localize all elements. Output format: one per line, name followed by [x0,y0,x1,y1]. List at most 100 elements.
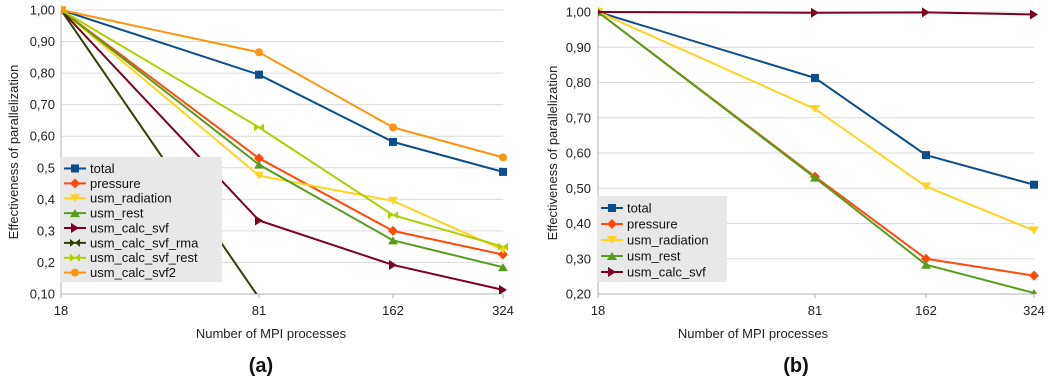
legend-marker-total [608,204,616,212]
series-line-usm_radiation [61,9,504,251]
series-line-total [61,9,504,173]
panel-label: (a) [249,355,273,377]
legend-marker-pressure [607,219,617,229]
legend-label-usm_rest: usm_rest [90,206,144,221]
data-point-usm_calc_svf_rest [388,211,398,220]
data-point-usm_calc_svf [598,9,602,15]
series-line-usm_calc_svf_rma [61,9,258,294]
chart-a: 0,10 0,2 0,3 0,4 0,5 0,60 0,70 0,80 0,90 1,00 18 81… [6,3,514,378]
y-tick-label: 0,20 [566,287,591,302]
y-axis-title: Effectiveness of parallelization [545,66,560,241]
series-line-usm_calc_svf2 [61,9,504,159]
series-line-usm_radiation [598,11,1035,232]
legend-marker-usm_calc_svf2 [71,268,79,277]
y-tick-label: 1,00 [566,5,591,20]
series-line-usm_calc_svf_rest [61,9,504,248]
data-point-usm_calc_svf [255,215,263,226]
chart-b: 0,20 0,30 0,40 0,50 0,60 0,70 0,80 0,90 1,00 18 81… [545,5,1045,378]
legend-label-usm_calc_svf2: usm_calc_svf2 [90,265,176,280]
legend-label-usm_calc_svf: usm_calc_svf [627,265,706,280]
legend-label-pressure: pressure [627,217,678,232]
data-point-usm_radiation [388,196,398,205]
y-tick-label: 0,90 [30,34,55,49]
data-point-pressure [921,253,931,264]
series-line-usm_calc_svf [598,11,1035,16]
data-point-usm_rest [1030,288,1038,294]
y-tick-label: 0,70 [566,110,591,125]
y-tick-label: 0,60 [30,129,55,144]
data-point-usm_rest [388,236,398,245]
y-tick-label: 0,2 [37,255,55,270]
data-point-total [922,151,930,160]
y-axis-title: Effectiveness of parallelization [6,65,21,240]
data-point-pressure [388,225,398,236]
y-tick-label: 0,40 [566,216,591,231]
data-point-usm_calc_svf [922,7,930,18]
series-line-usm_rest [598,11,1035,294]
x-tick-label: 162 [382,303,404,318]
x-tick-label: 324 [492,303,514,318]
legend-marker-usm_rest [607,252,617,260]
data-point-pressure [254,153,264,164]
data-point-total [499,167,507,176]
series-line-total [598,11,1035,186]
data-point-usm_calc_svf2 [61,6,65,14]
data-point-pressure [1029,270,1039,281]
legend-marker-total [71,164,79,173]
legend-marker-usm_radiation [70,194,80,203]
data-point-usm_radiation [810,104,820,113]
x-tick-label: 18 [591,303,605,318]
data-point-usm_calc_svf [1030,9,1038,20]
legend-label-total: total [627,201,652,216]
data-point-pressure [498,249,508,260]
x-tick-label: 162 [915,303,937,318]
legend-label-usm_radiation: usm_radiation [627,233,709,248]
legend-marker-usm_calc_svf [608,267,616,277]
legend-label-usm_radiation: usm_radiation [90,191,172,206]
legend-label-usm_calc_svf_rma: usm_calc_svf_rma [90,235,199,250]
y-tick-label: 0,90 [566,40,591,55]
data-point-total [255,70,263,79]
legend: totalpressureusm_radiationusm_restusm_ca… [60,157,222,282]
legend-label-usm_calc_svf_rest: usm_calc_svf_rest [90,250,198,265]
data-point-usm_calc_svf2 [499,153,507,162]
x-tick-label: 324 [1023,303,1045,318]
legend-marker-usm_calc_svf [71,222,79,233]
x-tick-label: 18 [54,303,68,318]
data-point-usm_rest [921,260,931,269]
series-line-usm_rest [61,9,504,269]
y-tick-label: 0,60 [566,146,591,161]
y-tick-label: 0,5 [37,160,55,175]
y-tick-label: 0,80 [566,75,591,90]
legend-marker-usm_rest [70,209,80,218]
legend: totalpressureusm_radiationusm_restusm_ca… [597,196,727,282]
data-point-usm_calc_svf [811,7,819,18]
data-point-usm_radiation [921,182,931,191]
y-tick-label: 0,50 [566,181,591,196]
data-point-total [1030,180,1038,189]
x-tick-label: 81 [252,303,266,318]
data-point-usm_radiation [1029,226,1039,235]
y-tick-label: 0,4 [37,192,55,207]
legend-marker-usm_calc_svf_rma [70,238,80,247]
data-point-usm_rest [498,263,508,272]
x-axis-title: Number of MPI processes [678,326,829,341]
legend-label-usm_calc_svf: usm_calc_svf [90,220,169,235]
y-tick-label: 0,30 [566,251,591,266]
data-point-usm_rest [254,160,264,169]
data-point-total [811,73,819,82]
legend-marker-usm_calc_svf_rest [70,253,80,262]
y-tick-label: 0,80 [30,66,55,81]
data-point-usm_calc_svf_rest [498,242,508,251]
legend-label-pressure: pressure [90,176,141,191]
x-axis-title: Number of MPI processes [196,326,347,341]
series-line-usm_calc_svf [61,9,504,291]
legend-marker-usm_radiation [607,236,617,244]
legend-background [60,157,222,282]
x-tick-label: 81 [808,303,822,318]
y-tick-label: 0,70 [30,97,55,112]
data-point-usm_calc_svf2 [255,48,263,57]
y-tick-label: 1,00 [30,3,55,18]
data-point-usm_radiation [254,171,264,180]
